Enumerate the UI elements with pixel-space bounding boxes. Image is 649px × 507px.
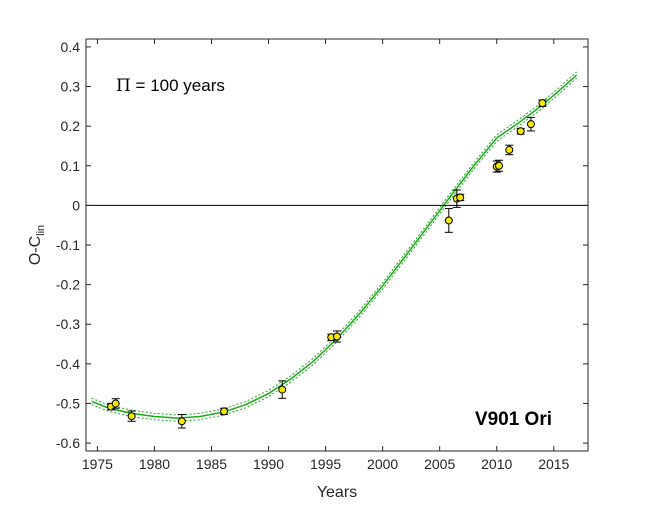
data-point [333, 332, 341, 341]
y-tick-label: -0.4 [56, 356, 80, 372]
data-point [505, 145, 514, 154]
fit-lower-bound [91, 77, 577, 422]
data-point [278, 385, 287, 394]
data-point [526, 120, 535, 129]
data-point [177, 417, 186, 426]
y-tick-label: 0.1 [61, 158, 81, 174]
y-tick-label: 0.3 [61, 79, 81, 95]
y-axis-title-subscript: lin [35, 225, 47, 236]
data-point [495, 161, 504, 170]
x-tick-label: 1975 [82, 456, 113, 472]
x-tick-label: 2010 [481, 456, 512, 472]
points-layer [107, 99, 547, 429]
fit-upper-bound [91, 71, 577, 416]
x-tick-label: 2005 [424, 456, 455, 472]
data-point [516, 127, 525, 136]
y-tick-label: -0.6 [56, 435, 80, 451]
y-tick-label: -0.1 [56, 237, 80, 253]
plot-background [86, 39, 588, 451]
y-tick-label: -0.2 [56, 277, 80, 293]
data-point [456, 193, 465, 202]
x-tick-label: 1980 [139, 456, 170, 472]
y-tick-label: 0.2 [61, 118, 81, 134]
x-tick-label: 1985 [196, 456, 227, 472]
data-point [444, 216, 453, 225]
y-tick-label: 0.4 [61, 39, 81, 55]
x-tick-label: 1990 [253, 456, 284, 472]
x-tick-label: 2015 [538, 456, 569, 472]
y-tick-label: -0.5 [56, 395, 80, 411]
star-name-label: V901 Ori [475, 409, 552, 430]
data-point [538, 99, 547, 108]
y-tick-label: 0 [72, 197, 80, 213]
data-point [220, 407, 229, 416]
x-axis-title: Years [317, 484, 357, 501]
y-axis-title-main: O-C [27, 236, 44, 265]
x-tick-label: 1995 [310, 456, 341, 472]
period-symbol: Π [116, 76, 131, 96]
y-axis-title: O-Clin [27, 225, 47, 265]
data-point [111, 399, 120, 408]
axis-layer: 1975 1980 1985 1990 1995 2000 2005 2010 2015 0.4 0… [56, 39, 588, 472]
x-tick-label: 2000 [367, 456, 398, 472]
period-annotation: Π = 100 years [116, 76, 225, 96]
period-value: = 100 years [131, 76, 225, 95]
y-tick-label: -0.3 [56, 316, 80, 332]
data-point [127, 412, 136, 421]
